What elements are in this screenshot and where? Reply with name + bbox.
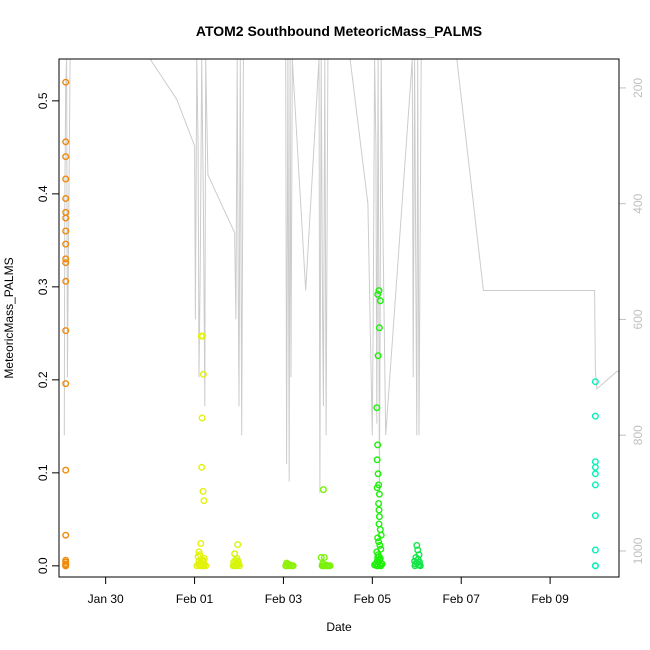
data-point (62, 562, 70, 570)
data-point (373, 456, 381, 464)
data-point (375, 287, 383, 295)
data-point (416, 562, 424, 570)
data-point (62, 531, 70, 539)
data-point (230, 562, 238, 570)
data-point (376, 297, 384, 305)
data-point (591, 378, 599, 386)
right-tick-label: 400 (631, 193, 645, 213)
data-point (62, 227, 70, 235)
data-point (62, 240, 70, 248)
y-tick-label: 0.4 (36, 185, 50, 202)
data-point (62, 153, 70, 161)
axes-layer: Jan 30 Feb 01 Feb 03 Feb 05 Feb 07 Feb 09 0.0 0… (36, 78, 645, 606)
data-point (413, 541, 421, 549)
data-point (199, 487, 207, 495)
data-point (62, 380, 70, 388)
data-point (62, 138, 70, 146)
data-point (199, 370, 207, 378)
data-point (282, 562, 290, 570)
data-point (197, 540, 205, 548)
data-point (319, 562, 327, 570)
x-tick-label: Feb 01 (176, 592, 214, 606)
data-point (373, 562, 381, 570)
data-point (374, 534, 382, 542)
altitude-trace-layer (63, 59, 619, 494)
data-point (62, 175, 70, 183)
data-point (326, 562, 334, 570)
data-point (374, 290, 382, 298)
x-tick-label: Feb 05 (354, 592, 392, 606)
data-point (194, 553, 202, 561)
data-point (375, 506, 383, 514)
x-tick-label: Feb 03 (265, 592, 303, 606)
data-point (62, 259, 70, 267)
right-tick-label: 1000 (631, 537, 645, 564)
chart-title: ATOM2 Southbound MeteoricMass_PALMS (196, 23, 482, 39)
right-tick-label: 600 (631, 309, 645, 329)
data-point (320, 554, 328, 562)
y-tick-label: 0.2 (36, 371, 50, 388)
data-point (591, 546, 599, 554)
data-point (373, 484, 381, 492)
right-tick-label: 800 (631, 425, 645, 445)
data-point (375, 500, 383, 508)
data-point (62, 466, 70, 474)
data-point (376, 541, 384, 549)
x-axis-label: Date (326, 620, 352, 634)
right-tick-label: 200 (631, 78, 645, 98)
y-tick-label: 0.1 (36, 464, 50, 481)
data-point (373, 404, 381, 412)
x-tick-label: Feb 07 (443, 592, 481, 606)
data-point (62, 194, 70, 202)
y-tick-label: 0.0 (36, 557, 50, 574)
data-point (62, 327, 70, 335)
data-point (234, 541, 242, 549)
data-point (375, 513, 383, 521)
data-point (62, 78, 70, 86)
data-point (202, 562, 210, 570)
data-point (591, 412, 599, 420)
data-point (591, 481, 599, 489)
data-point (591, 512, 599, 520)
data-point (198, 414, 206, 422)
data-point (374, 352, 382, 360)
altitude-trace-line (63, 59, 619, 494)
y-tick-label: 0.3 (36, 278, 50, 295)
data-point (375, 538, 383, 546)
points-layer (62, 78, 599, 570)
y-tick-label: 0.5 (36, 92, 50, 109)
x-tick-label: Feb 09 (531, 592, 569, 606)
data-point (591, 463, 599, 471)
data-point (319, 486, 327, 494)
data-point (196, 551, 204, 559)
plot-frame (58, 58, 620, 578)
data-point (374, 441, 382, 449)
data-point (591, 562, 599, 570)
data-point (374, 470, 382, 478)
data-point (375, 324, 383, 332)
data-point (377, 562, 385, 570)
data-point (193, 562, 201, 570)
data-point (200, 497, 208, 505)
data-point (591, 470, 599, 478)
data-point (375, 490, 383, 498)
data-point (317, 554, 325, 562)
y-axis-label: MeteoricMass_PALMS (2, 257, 16, 378)
data-point (285, 562, 293, 570)
data-point (289, 562, 297, 570)
data-point (62, 255, 70, 263)
data-point (62, 214, 70, 222)
x-tick-label: Jan 30 (88, 592, 124, 606)
data-point (62, 277, 70, 285)
data-point (199, 332, 207, 340)
data-point (198, 463, 206, 471)
